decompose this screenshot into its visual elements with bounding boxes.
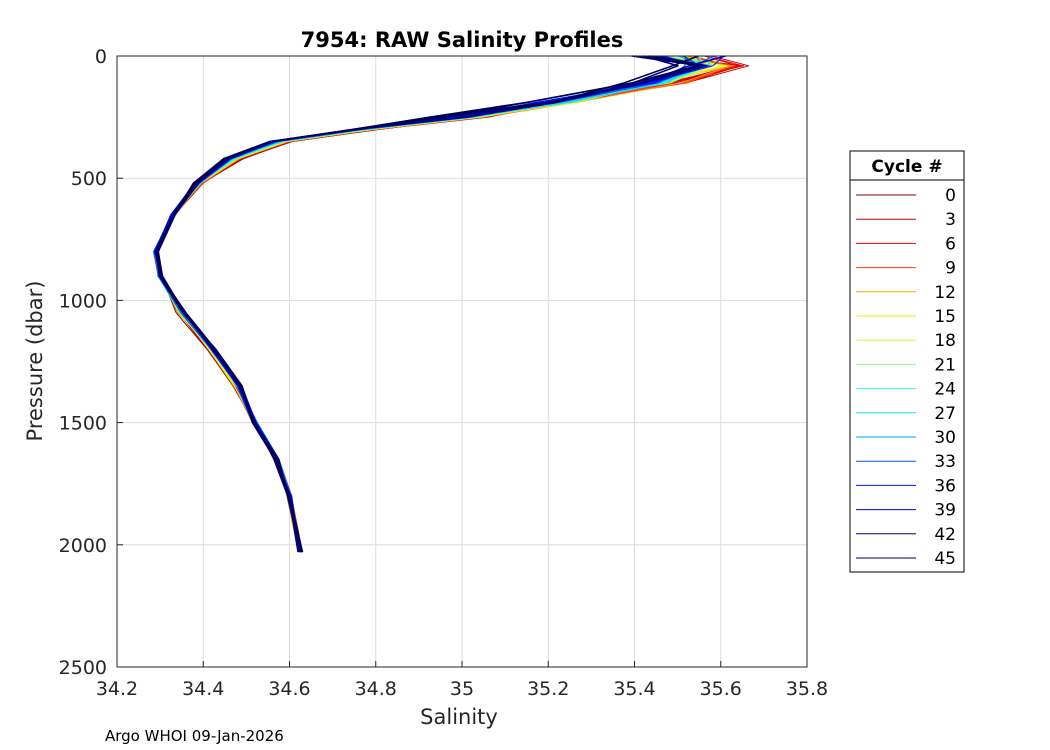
x-tick-label: 34.4 [182, 678, 224, 700]
y-tick-label: 1500 [59, 413, 107, 435]
axis-ticks: 34.2 34.4 34.6 34.8 35 35.2 35.4 35.6 35.8 0 500 10… [59, 46, 829, 700]
y-axis-label: Pressure (dbar) [23, 281, 47, 442]
y-tick-label: 2500 [59, 657, 107, 679]
legend-entry-label: 33 [934, 452, 956, 472]
x-tick-label: 35 [450, 678, 474, 700]
legend-entry-label: 6 [945, 234, 956, 254]
legend-entry-label: 45 [934, 549, 956, 569]
legend-entry-label: 39 [934, 501, 956, 521]
y-tick-label: 0 [95, 46, 107, 68]
legend-entry-label: 36 [934, 476, 956, 496]
legend-entry-label: 9 [945, 259, 956, 279]
y-tick-label: 1000 [59, 290, 107, 312]
legend-box [849, 150, 965, 573]
legend-entry-label: 21 [934, 355, 956, 375]
legend-entry-label: 15 [934, 307, 956, 327]
x-tick-label: 34.8 [355, 678, 397, 700]
profile-lines [152, 55, 750, 553]
x-tick-label: 34.2 [96, 678, 138, 700]
legend-entry-label: 3 [945, 210, 956, 230]
chart-title: 7954: RAW Salinity Profiles [301, 28, 624, 52]
x-tick-label: 35.8 [786, 678, 828, 700]
legend-entry-label: 27 [934, 404, 956, 424]
legend-entry-label: 0 [945, 186, 956, 206]
grid-lines [117, 56, 807, 667]
legend-entry-label: 30 [934, 428, 956, 448]
profile-line-cycle-45 [156, 55, 699, 553]
x-tick-label: 35.2 [527, 678, 569, 700]
footer-text: Argo WHOI 09-Jan-2026 [105, 727, 284, 745]
y-tick-label: 2000 [59, 535, 107, 557]
x-tick-label: 35.6 [700, 678, 742, 700]
legend-entry-label: 12 [934, 283, 956, 303]
legend-entry-label: 42 [934, 525, 956, 545]
y-tick-label: 500 [71, 168, 107, 190]
legend-entry-label: 18 [934, 331, 956, 351]
x-tick-label: 35.4 [613, 678, 655, 700]
legend-entry-label: 24 [934, 380, 956, 400]
legend-title: Cycle # [871, 157, 942, 177]
x-tick-label: 34.6 [268, 678, 310, 700]
x-axis-label: Salinity [420, 705, 498, 729]
